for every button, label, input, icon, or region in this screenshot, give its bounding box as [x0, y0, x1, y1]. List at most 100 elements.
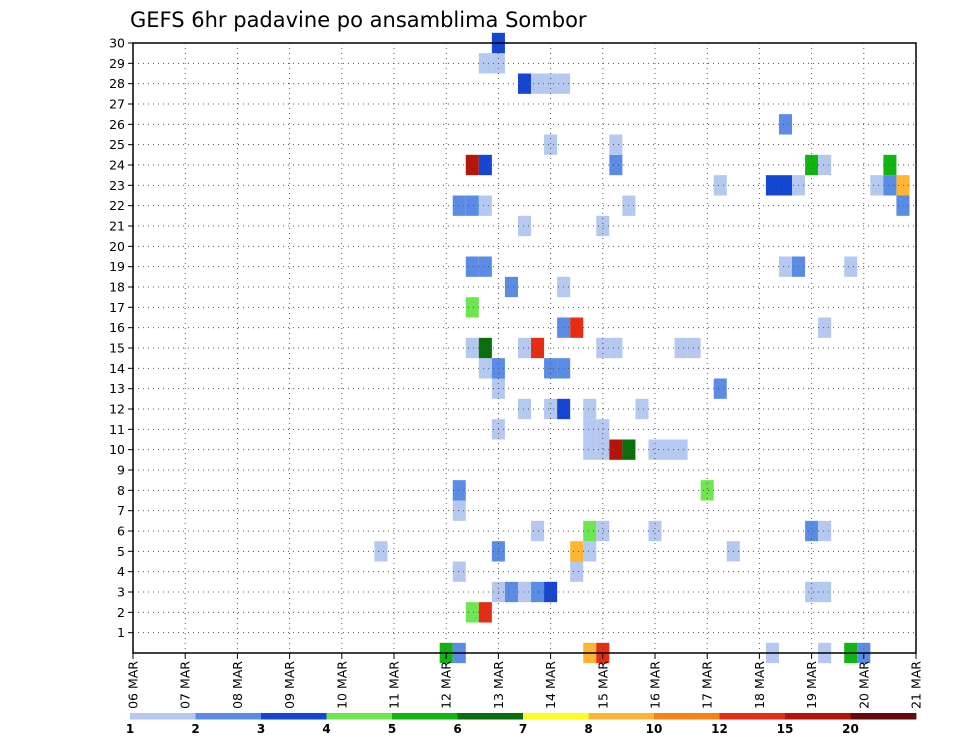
- y-tick-label: 7: [117, 503, 125, 518]
- heatmap-cell: [478, 195, 492, 216]
- y-tick-label: 15: [109, 341, 125, 356]
- heatmap-cell: [531, 337, 545, 359]
- heatmap-cell: [517, 398, 532, 420]
- x-tick-label: 21 MAR: [909, 661, 924, 709]
- heatmap-cell: [544, 134, 558, 155]
- heatmap-cell: [609, 439, 623, 460]
- heatmap-cell: [896, 195, 910, 216]
- heatmap-cell: [700, 480, 714, 501]
- colorbar-label: 5: [388, 722, 396, 736]
- heatmap-cell: [517, 581, 532, 603]
- y-tick-label: 20: [109, 239, 125, 254]
- heatmap-cell: [596, 520, 610, 542]
- colorbar-label: 1: [126, 722, 134, 736]
- heatmap-cell: [883, 154, 897, 176]
- heatmap-cell: [818, 581, 832, 603]
- heatmap-cell: [713, 175, 727, 196]
- x-tick-label: 13 MAR: [491, 661, 506, 709]
- y-tick-label: 24: [109, 158, 125, 173]
- x-tick-label: 10 MAR: [334, 661, 349, 709]
- x-tick-label: 12 MAR: [439, 661, 454, 709]
- y-tick-label: 28: [109, 76, 125, 91]
- y-tick-label: 30: [109, 36, 125, 51]
- colorbar-label: 10: [646, 722, 663, 736]
- x-tick-label: 14 MAR: [543, 661, 558, 709]
- x-axis-ticks: 06 MAR 07 MAR 08 MAR 09 MAR 10 MAR 11 MAR 12 M…: [126, 653, 924, 709]
- colorbar-swatch: [719, 713, 786, 720]
- colorbar-swatch: [326, 713, 393, 720]
- y-tick-label: 23: [109, 178, 125, 193]
- colorbar-label: 15: [777, 722, 794, 736]
- heatmap-cell: [452, 480, 466, 501]
- heatmap-cell: [635, 398, 649, 420]
- heatmap-cell: [596, 215, 610, 237]
- heatmap-cell: [609, 154, 623, 176]
- chart-title: GEFS 6hr padavine po ansamblima Sombor: [130, 8, 587, 32]
- colorbar-label: 8: [584, 722, 592, 736]
- heatmap-cell: [531, 73, 545, 94]
- y-tick-label: 4: [117, 564, 125, 579]
- x-tick-label: 07 MAR: [178, 661, 193, 709]
- y-tick-label: 5: [117, 544, 125, 559]
- heatmap-cell: [609, 337, 623, 359]
- heatmap-cell: [465, 154, 479, 176]
- colorbar-swatch: [588, 713, 655, 720]
- colorbar-swatch: [195, 713, 262, 720]
- y-tick-label: 10: [109, 442, 125, 457]
- heatmap-cell: [818, 520, 832, 542]
- y-tick-label: 29: [109, 56, 125, 71]
- heatmap-cell: [531, 581, 545, 603]
- heatmap-cell: [805, 154, 819, 176]
- heatmap-cell: [648, 520, 662, 542]
- y-tick-label: 14: [109, 361, 125, 376]
- y-tick-label: 8: [117, 483, 125, 498]
- y-tick-label: 12: [109, 402, 125, 417]
- heatmap-cell: [452, 500, 466, 521]
- heatmap-cell: [583, 398, 597, 420]
- y-tick-label: 27: [109, 97, 125, 112]
- y-tick-label: 21: [109, 219, 125, 234]
- heatmap-cell: [778, 256, 793, 277]
- heatmap-cell: [465, 337, 479, 359]
- heatmap-cell: [465, 602, 479, 623]
- heatmap-cell: [896, 175, 910, 196]
- colorbar-swatch: [130, 713, 196, 720]
- heatmap-cell: [504, 581, 518, 603]
- heatmap-cell: [765, 175, 779, 196]
- heatmap-cell: [465, 195, 479, 216]
- y-tick-label: 3: [117, 585, 125, 600]
- heatmap-cell: [805, 581, 819, 603]
- y-tick-label: 25: [109, 137, 125, 152]
- heatmap-cell: [870, 175, 884, 196]
- x-tick-label: 11 MAR: [387, 661, 402, 709]
- grid-lines: [133, 42, 916, 653]
- heatmap-cell: [583, 520, 597, 542]
- heatmap-cell: [531, 520, 545, 542]
- heatmap-cell: [713, 378, 727, 399]
- heatmap-cell: [818, 154, 832, 176]
- colorbar-label: 4: [322, 722, 330, 736]
- x-tick-label: 09 MAR: [282, 661, 297, 709]
- colorbar-swatch: [457, 713, 524, 720]
- y-tick-label: 22: [109, 198, 125, 213]
- x-tick-label: 19 MAR: [804, 661, 819, 709]
- heatmap-cell: [478, 154, 492, 176]
- heatmap-cell: [570, 317, 584, 338]
- heatmap-cell: [478, 337, 492, 359]
- heatmap-cell: [478, 602, 492, 623]
- colorbar-swatch: [261, 713, 327, 720]
- heatmap-cell: [687, 337, 701, 359]
- heatmap-cell: [844, 256, 858, 277]
- heatmap-cell: [778, 175, 793, 196]
- heatmap-cell: [583, 439, 597, 460]
- colorbar-label: 6: [453, 722, 461, 736]
- heatmap-cell: [648, 439, 662, 460]
- heatmap-cell: [517, 337, 532, 359]
- heatmap-cell: [465, 297, 479, 318]
- x-tick-label: 18 MAR: [752, 661, 767, 709]
- colorbar-swatch: [850, 713, 917, 720]
- y-tick-label: 11: [109, 422, 125, 437]
- heatmap-cell: [504, 276, 518, 298]
- x-tick-label: 17 MAR: [700, 661, 715, 709]
- colorbar-label: 20: [842, 722, 859, 736]
